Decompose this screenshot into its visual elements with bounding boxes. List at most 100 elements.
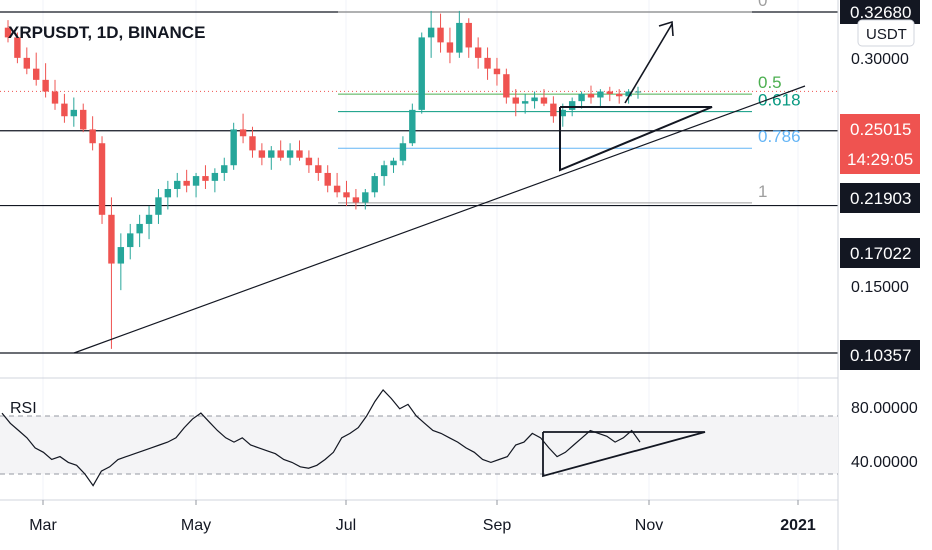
candle-body [192,176,200,186]
svg-text:0.25015: 0.25015 [850,120,911,139]
candle-body [343,192,350,198]
price-tick-label: 0.30000 [851,51,909,68]
candle-body [493,68,501,75]
candle-body [98,143,106,215]
time-tick-label: May [181,517,211,534]
time-axis[interactable]: Mar May Jul Sep Nov 2021 [0,499,838,534]
candle-body [474,47,482,58]
fib-level-label: 0.786 [758,127,801,146]
candle-body [606,91,613,94]
candle-body [296,150,303,158]
svg-text:0.17022: 0.17022 [850,244,911,263]
candle-body [512,97,519,104]
candle-body [465,22,472,48]
triangle-pattern[interactable] [559,106,713,172]
candle-body [587,93,595,98]
time-tick-label: Jul [336,517,356,534]
candle-body [258,150,266,158]
candle-body [521,101,529,104]
time-tick-label: Nov [635,517,663,534]
candle-body [155,197,162,215]
time-tick-label: Sep [483,517,512,534]
candle-body [409,109,416,144]
candle-body [568,101,576,110]
svg-text:0.10357: 0.10357 [850,346,911,365]
price-tick-label: 0.15000 [851,279,909,296]
price-axis[interactable]: 0.30000 0.15000 80.00000 40.00000 [851,51,918,471]
candle-body [634,91,642,93]
time-tick-label: 2021 [780,517,816,534]
candle-body [333,185,341,193]
candle-body [597,91,604,98]
price-tag-0.21903: 0.21903 [840,183,920,213]
fib-level-label: 0.5 [758,73,782,92]
rsi-triangle[interactable] [542,431,706,478]
rsi-panel: RSI [0,388,838,487]
candle-body [117,247,125,264]
candle-body [249,136,256,151]
candle-body [80,109,87,130]
candle-body [136,223,143,234]
fib-retracement[interactable]: 0 0.50.618 0.786 1 [338,0,801,204]
candle-body [559,109,566,117]
svg-text:14:29:05: 14:29:05 [847,150,913,169]
price-tag-0.17022: 0.17022 [840,238,920,268]
candle-body [531,97,538,102]
candle-body [183,180,190,186]
rsi-line [1,388,641,487]
price-tags: 0.32680 USDT 0.25015 14:29:05 0.21903 0.… [840,0,920,370]
candle-body [70,109,78,117]
candle-body [174,180,181,189]
fib-level-label: 1 [758,182,767,201]
candle-body [484,57,491,69]
candle-body [371,176,378,193]
fib-level-label: 0 [758,0,767,10]
candle-body [418,37,425,110]
candle-body [625,91,632,97]
drawing-tools[interactable] [73,20,806,354]
candle-body [437,27,444,43]
last-price-tag: 0.25015 [840,114,920,144]
candle-body [456,22,463,53]
candle-body [61,103,68,117]
candle-body [14,37,21,58]
candle-body [108,214,115,264]
candle-body [540,97,548,104]
trendline[interactable] [73,85,806,354]
price-tag-0.10357: 0.10357 [840,340,920,370]
candle-body [578,93,585,102]
candle-body [89,129,96,144]
candle-body [352,197,360,203]
candle-body [164,188,172,198]
breakout-arrow[interactable] [624,23,673,104]
candle-body [211,172,219,181]
candle-body [268,150,275,158]
rsi-tick-label: 80.00000 [851,400,918,417]
currency-button[interactable]: USDT [857,19,915,47]
candle-body [399,143,407,161]
candle-body [33,68,40,80]
candle-body [390,160,397,166]
svg-text:USDT: USDT [866,26,907,43]
candle-body [277,150,284,158]
candle-body [4,27,12,38]
candle-body [427,27,435,38]
candle-body [503,74,510,98]
candle-body [51,91,59,104]
candle-body [23,57,31,69]
rsi-label[interactable]: RSI [10,400,37,417]
svg-text:0.21903: 0.21903 [850,189,911,208]
candle-body [305,157,313,166]
candle-body [362,192,369,203]
time-tick-label: Mar [29,517,57,534]
candle-body [230,129,237,166]
candle-body [145,214,153,224]
arrow-head-icon [658,20,674,37]
candle-body [239,129,247,137]
candle-body [380,165,388,177]
candle-series [4,10,642,349]
symbol-title: XRPUSDT, 1D, BINANCE [8,23,205,42]
rsi-band [0,416,838,474]
candle-body [286,150,294,158]
